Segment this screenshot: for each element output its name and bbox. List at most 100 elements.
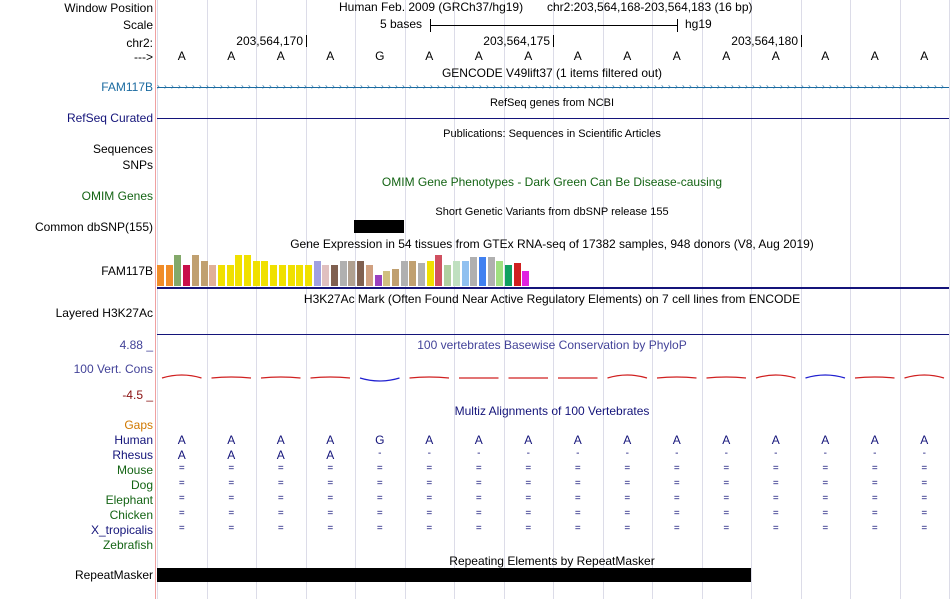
strand-chevron-icon: › — [801, 82, 804, 91]
strand-chevron-icon: › — [255, 82, 258, 91]
strand-chevron-icon: › — [528, 82, 531, 91]
gtex-tissue-bar[interactable] — [522, 271, 530, 286]
h3k27ac-track-label[interactable]: Layered H3K27Ac — [55, 306, 153, 320]
alignment-base: A — [821, 433, 830, 447]
gtex-tissue-bar[interactable] — [270, 265, 278, 286]
multiz-species-label[interactable]: Human — [114, 433, 153, 447]
repeatmasker-track-label[interactable]: RepeatMasker — [74, 568, 153, 582]
multiz-species-label[interactable]: Rhesus — [112, 448, 153, 462]
gtex-tissue-bar[interactable] — [409, 261, 417, 286]
gtex-tissue-bar[interactable] — [461, 261, 469, 286]
gtex-tissue-bar[interactable] — [304, 265, 312, 286]
gtex-tissue-bar[interactable] — [505, 265, 512, 286]
dbsnp-track-title: Short Genetic Variants from dbSNP releas… — [435, 206, 669, 218]
base-guide-line — [850, 0, 851, 599]
repeatmasker-feature[interactable] — [157, 568, 751, 582]
strand-chevron-icon: › — [563, 82, 566, 91]
refseq-track-label[interactable]: RefSeq Curated — [66, 111, 153, 125]
strand-chevron-icon: › — [864, 82, 867, 91]
strand-chevron-icon: › — [409, 82, 412, 91]
omim-track-label[interactable]: OMIM Genes — [81, 189, 153, 203]
alignment-base: = — [624, 508, 631, 519]
gtex-tissue-bar[interactable] — [313, 261, 321, 286]
dbsnp-variant-feature[interactable] — [354, 220, 404, 233]
alignment-base: A — [771, 433, 780, 447]
gtex-tissue-bar[interactable] — [174, 255, 182, 286]
strand-chevron-icon: › — [619, 82, 622, 91]
gencode-gene-label[interactable]: FAM117B — [101, 80, 153, 94]
gtex-tissue-bar[interactable] — [191, 255, 199, 286]
strand-chevron-icon: › — [332, 82, 335, 91]
gtex-gene-label[interactable]: FAM117B — [101, 264, 153, 278]
alignment-base: = — [475, 478, 482, 489]
gtex-tissue-bar[interactable] — [287, 265, 295, 286]
gtex-tissue-bar[interactable] — [391, 269, 399, 286]
gtex-tissue-bar[interactable] — [374, 275, 382, 286]
strand-chevron-icon: › — [535, 82, 538, 91]
gtex-tissue-bar[interactable] — [513, 263, 521, 286]
gtex-tissue-bar[interactable] — [183, 265, 191, 286]
strand-chevron-icon: › — [374, 82, 377, 91]
cons-score-segment — [706, 376, 747, 379]
strand-chevron-icon: › — [647, 82, 650, 91]
dbsnp-track-label[interactable]: Common dbSNP(155) — [34, 220, 153, 234]
gtex-tissue-bar[interactable] — [235, 255, 243, 286]
alignment-base: A — [276, 433, 285, 447]
strand-chevron-icon: › — [500, 82, 503, 91]
strand-chevron-icon: › — [297, 82, 300, 91]
gtex-tissue-bar[interactable] — [296, 265, 304, 286]
ruler-tick-mark — [553, 35, 554, 47]
multiz-species-label[interactable]: Chicken — [109, 508, 153, 522]
alignment-base: A — [276, 448, 285, 462]
gtex-tissue-bar[interactable] — [418, 263, 425, 286]
cons-track-label[interactable]: 100 Vert. Cons — [73, 362, 153, 376]
multiz-species-label[interactable]: X_tropicalis — [90, 523, 153, 537]
strand-chevron-icon: › — [577, 82, 580, 91]
gtex-tissue-bar[interactable] — [165, 265, 173, 286]
alignment-base: = — [723, 478, 730, 489]
gtex-tissue-bar[interactable] — [496, 261, 504, 286]
strand-chevron-icon: › — [423, 82, 426, 91]
gtex-tissue-bar[interactable] — [209, 265, 217, 286]
gtex-tissue-bar[interactable] — [383, 271, 391, 286]
gtex-tissue-bar[interactable] — [478, 257, 486, 286]
gtex-tissue-bar[interactable] — [435, 255, 443, 286]
gtex-tissue-bar[interactable] — [348, 261, 356, 286]
gtex-tissue-bar[interactable] — [200, 261, 208, 286]
alignment-base: = — [871, 493, 878, 504]
gencode-gene-feature[interactable]: › › › › › › › › › › › › › › › › › › › › › › › › › › › › › › › › › › › › › › › ›… — [157, 83, 949, 91]
cons-score-segment — [161, 374, 202, 379]
gtex-tissue-bar[interactable] — [357, 261, 365, 286]
multiz-species-label[interactable]: Mouse — [116, 463, 153, 477]
gtex-tissue-bar[interactable] — [339, 261, 347, 286]
cons-wiggle[interactable] — [0, 365, 950, 390]
gtex-tissue-bar[interactable] — [470, 257, 478, 286]
base-letter: A — [573, 49, 582, 63]
alignment-base: A — [474, 433, 483, 447]
gtex-tissue-bar[interactable] — [217, 265, 225, 286]
gtex-tissue-bar[interactable] — [278, 265, 286, 286]
gtex-tissue-bar[interactable] — [322, 265, 330, 286]
gtex-tissue-bar[interactable] — [400, 261, 408, 286]
publications-snps-label[interactable]: SNPs — [122, 158, 153, 172]
gtex-tissue-bar[interactable] — [261, 261, 269, 286]
gtex-tissue-bar[interactable] — [157, 265, 164, 286]
base-guide-line — [504, 0, 505, 599]
multiz-species-label[interactable]: Zebrafish — [102, 538, 153, 552]
gtex-tissue-bar[interactable] — [226, 265, 234, 286]
alignment-base: = — [228, 523, 235, 534]
multiz-species-label[interactable]: Dog — [130, 478, 153, 492]
gtex-tissue-bar[interactable] — [252, 261, 260, 286]
gtex-tissue-bar[interactable] — [487, 257, 495, 286]
gtex-tissue-bar[interactable] — [444, 265, 452, 286]
multiz-species-label[interactable]: Elephant — [105, 493, 153, 507]
gtex-tissue-bar[interactable] — [426, 261, 434, 286]
gtex-tissue-bar[interactable] — [365, 265, 373, 286]
gtex-tissue-bar[interactable] — [331, 265, 338, 286]
gaps-label[interactable]: Gaps — [124, 418, 153, 432]
gtex-tissue-bar[interactable] — [452, 261, 460, 286]
publications-sequences-label[interactable]: Sequences — [92, 142, 153, 156]
refseq-gene-feature[interactable] — [157, 118, 949, 119]
gtex-tissue-bar[interactable] — [244, 255, 251, 286]
